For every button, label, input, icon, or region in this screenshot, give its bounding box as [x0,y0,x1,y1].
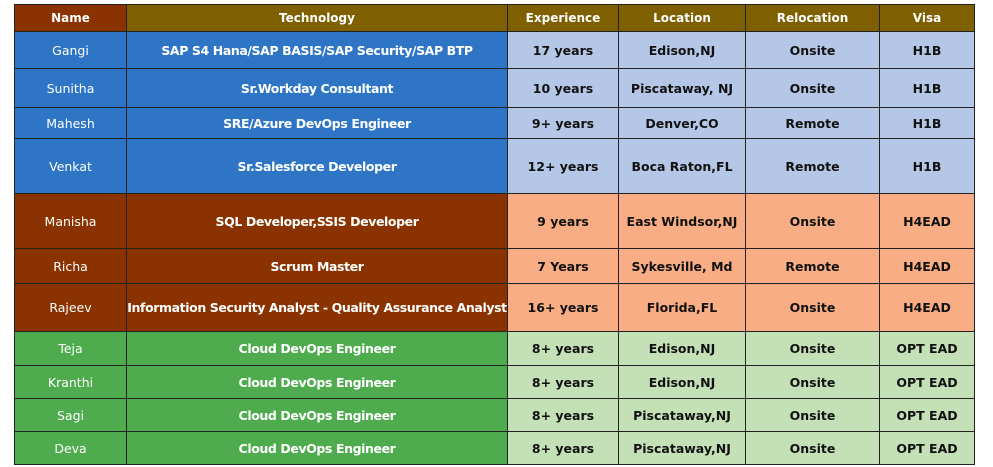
cell-relocation: Onsite [745,398,880,432]
cell-experience: 7 Years [507,248,619,284]
cell-visa: H1B [879,31,975,69]
header-location: Location [618,4,746,32]
cell-technology: Scrum Master [126,248,508,284]
cell-visa: H1B [879,107,975,139]
table-row: Venkat Sr.Salesforce Developer 12+ years Bo… [14,138,975,194]
cell-relocation: Onsite [745,331,880,366]
cell-relocation: Remote [745,138,880,194]
cell-location: Sykesville, Md [618,248,746,284]
cell-location: Florida,FL [618,283,746,332]
cell-experience: 10 years [507,68,619,108]
cell-visa: OPT EAD [879,365,975,399]
cell-name: Rajeev [14,283,127,332]
cell-relocation: Onsite [745,431,880,465]
cell-technology: SAP S4 Hana/SAP BASIS/SAP Security/SAP B… [126,31,508,69]
table-row: Sunitha Sr.Workday Consultant 10 years Pisc… [14,68,975,108]
cell-location: Edison,NJ [618,365,746,399]
cell-experience: 8+ years [507,431,619,465]
header-visa: Visa [879,4,975,32]
cell-technology: Sr.Salesforce Developer [126,138,508,194]
cell-technology: Cloud DevOps Engineer [126,331,508,366]
cell-visa: H1B [879,68,975,108]
cell-location: Edison,NJ [618,31,746,69]
cell-experience: 16+ years [507,283,619,332]
cell-relocation: Remote [745,107,880,139]
cell-location: Boca Raton,FL [618,138,746,194]
cell-experience: 17 years [507,31,619,69]
cell-location: Piscataway, NJ [618,68,746,108]
cell-relocation: Onsite [745,193,880,249]
cell-location: Edison,NJ [618,331,746,366]
cell-name: Deva [14,431,127,465]
cell-relocation: Onsite [745,68,880,108]
cell-location: Denver,CO [618,107,746,139]
table-row: Richa Scrum Master 7 Years Sykesville, Md Re… [14,248,975,284]
cell-visa: H4EAD [879,248,975,284]
cell-technology: Cloud DevOps Engineer [126,365,508,399]
table-row: Rajeev Information Security Analyst - Qua… [14,283,975,332]
cell-name: Richa [14,248,127,284]
cell-experience: 9 years [507,193,619,249]
cell-visa: H1B [879,138,975,194]
header-experience: Experience [507,4,619,32]
cell-experience: 9+ years [507,107,619,139]
cell-technology: Cloud DevOps Engineer [126,431,508,465]
table-row: Gangi SAP S4 Hana/SAP BASIS/SAP Security/… [14,31,975,69]
cell-visa: OPT EAD [879,431,975,465]
cell-technology: SQL Developer,SSIS Developer [126,193,508,249]
cell-technology: Cloud DevOps Engineer [126,398,508,432]
cell-experience: 8+ years [507,331,619,366]
cell-relocation: Remote [745,248,880,284]
cell-visa: H4EAD [879,193,975,249]
cell-technology: SRE/Azure DevOps Engineer [126,107,508,139]
table-row: Manisha SQL Developer,SSIS Developer 9 yea… [14,193,975,249]
cell-location: Piscataway,NJ [618,431,746,465]
header-row: Name Technology Experience Location Relo… [14,4,975,32]
cell-location: Piscataway,NJ [618,398,746,432]
header-technology: Technology [126,4,508,32]
cell-visa: H4EAD [879,283,975,332]
table-row: Sagi Cloud DevOps Engineer 8+ years Piscata… [14,398,975,432]
cell-name: Sunitha [14,68,127,108]
cell-technology: Sr.Workday Consultant [126,68,508,108]
cell-visa: OPT EAD [879,398,975,432]
cell-name: Venkat [14,138,127,194]
cell-relocation: Onsite [745,365,880,399]
cell-location: East Windsor,NJ [618,193,746,249]
cell-relocation: Onsite [745,31,880,69]
cell-name: Mahesh [14,107,127,139]
cell-name: Gangi [14,31,127,69]
cell-name: Manisha [14,193,127,249]
header-relocation: Relocation [745,4,880,32]
candidates-table: Name Technology Experience Location Relo… [14,4,975,465]
cell-name: Sagi [14,398,127,432]
table-row: Deva Cloud DevOps Engineer 8+ years Piscata… [14,431,975,465]
table-row: Teja Cloud DevOps Engineer 8+ years Edison,… [14,331,975,366]
table-row: Kranthi Cloud DevOps Engineer 8+ years Edis… [14,365,975,399]
cell-experience: 12+ years [507,138,619,194]
cell-visa: OPT EAD [879,331,975,366]
cell-name: Kranthi [14,365,127,399]
cell-name: Teja [14,331,127,366]
table-row: Mahesh SRE/Azure DevOps Engineer 9+ years D… [14,107,975,139]
cell-technology: Information Security Analyst - Quality A… [126,283,508,332]
cell-relocation: Onsite [745,283,880,332]
cell-experience: 8+ years [507,398,619,432]
header-name: Name [14,4,127,32]
cell-experience: 8+ years [507,365,619,399]
